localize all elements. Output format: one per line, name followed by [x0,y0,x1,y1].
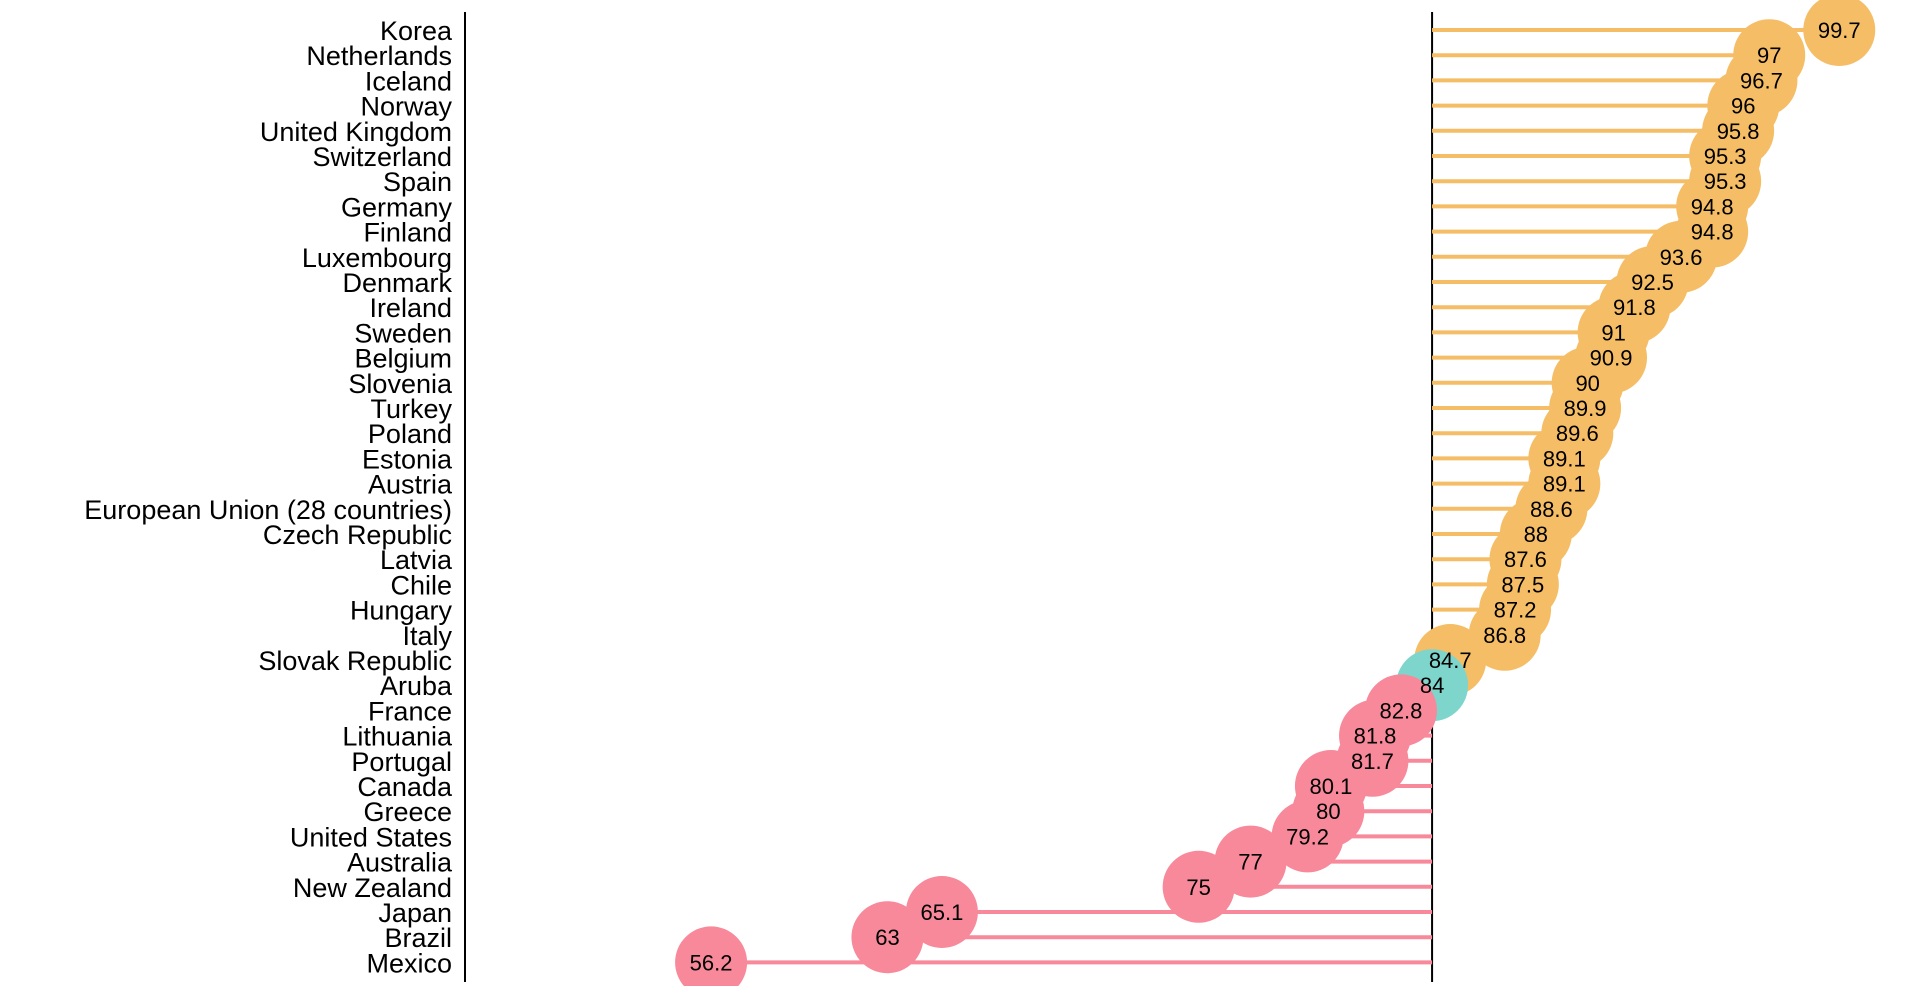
category-label: Portugal [351,747,452,777]
data-label: 86.8 [1483,623,1526,648]
data-label: 90.9 [1590,346,1633,371]
data-label: 94.8 [1691,194,1734,219]
category-label: France [368,696,452,726]
category-label: Lithuania [342,722,453,752]
data-point [675,926,748,986]
data-label: 87.6 [1504,547,1547,572]
category-label: Japan [378,898,452,928]
data-label: 81.7 [1351,749,1394,774]
data-label: 87.2 [1494,598,1537,623]
category-label: Norway [360,92,452,122]
value-labels-layer: 99.79796.79695.895.395.394.894.893.692.5… [690,18,1861,975]
data-label: 65.1 [920,900,963,925]
data-label: 88 [1524,522,1548,547]
category-label: Ireland [369,293,452,323]
data-point [1162,850,1235,923]
data-label: 89.1 [1543,446,1586,471]
data-label: 94.8 [1691,220,1734,245]
category-label: Greece [363,797,452,827]
data-label: 89.1 [1543,472,1586,497]
data-label: 96 [1731,94,1755,119]
category-label: Turkey [370,394,452,424]
category-label: Iceland [365,66,452,96]
category-label: Mexico [366,948,452,978]
category-label: Italy [402,621,452,651]
category-label: European Union (28 countries) [84,495,452,525]
data-point [851,901,924,974]
category-label: Austria [368,470,453,500]
data-label: 93.6 [1660,245,1703,270]
data-label: 89.9 [1564,396,1607,421]
data-label: 80.1 [1310,774,1353,799]
data-label: 90 [1575,371,1599,396]
data-point [905,876,978,948]
data-label: 89.6 [1556,421,1599,446]
data-label: 88.6 [1530,497,1573,522]
category-label: Netherlands [306,41,452,71]
data-label: 87.5 [1501,572,1544,597]
data-label: 99.7 [1818,18,1861,43]
category-label: Aruba [380,671,453,701]
category-label: Slovak Republic [258,646,452,676]
data-label: 56.2 [690,950,733,975]
category-label: Sweden [354,318,452,348]
data-label: 84.7 [1429,648,1472,673]
category-label: Brazil [384,923,452,953]
data-label: 82.8 [1380,698,1423,723]
category-label: Latvia [380,545,453,575]
category-label: Chile [390,570,452,600]
data-label: 95.8 [1717,119,1760,144]
data-point [1271,800,1344,873]
category-label: Switzerland [312,142,452,172]
data-label: 81.8 [1354,724,1397,749]
dots-layer [675,0,1876,986]
category-label: Slovenia [348,369,453,399]
data-label: 91.8 [1613,295,1656,320]
category-label: Denmark [342,268,452,298]
category-label: Korea [380,16,453,46]
category-label: Canada [357,772,453,802]
category-label: Belgium [354,344,452,374]
data-label: 84 [1420,673,1444,698]
category-label: Hungary [350,596,453,626]
category-label: Spain [383,167,452,197]
data-point [1468,598,1541,671]
category-label: Poland [368,419,452,449]
data-label: 75 [1186,875,1210,900]
category-label: Luxembourg [302,243,452,273]
data-point [1803,0,1876,66]
data-label: 97 [1757,43,1781,68]
data-label: 95.3 [1704,144,1747,169]
data-label: 95.3 [1704,169,1747,194]
data-label: 91 [1601,320,1625,345]
category-label: Czech Republic [263,520,452,550]
category-label: Germany [341,192,453,222]
category-label: Finland [363,218,452,248]
data-label: 63 [875,925,899,950]
category-label: New Zealand [293,873,452,903]
data-label: 77 [1238,850,1262,875]
data-label: 96.7 [1740,68,1783,93]
category-label: Australia [347,848,453,878]
category-label: United States [290,822,452,852]
data-label: 92.5 [1631,270,1674,295]
category-label: United Kingdom [260,117,452,147]
data-label: 79.2 [1286,824,1329,849]
category-label: Estonia [362,444,453,474]
data-label: 80 [1316,799,1340,824]
